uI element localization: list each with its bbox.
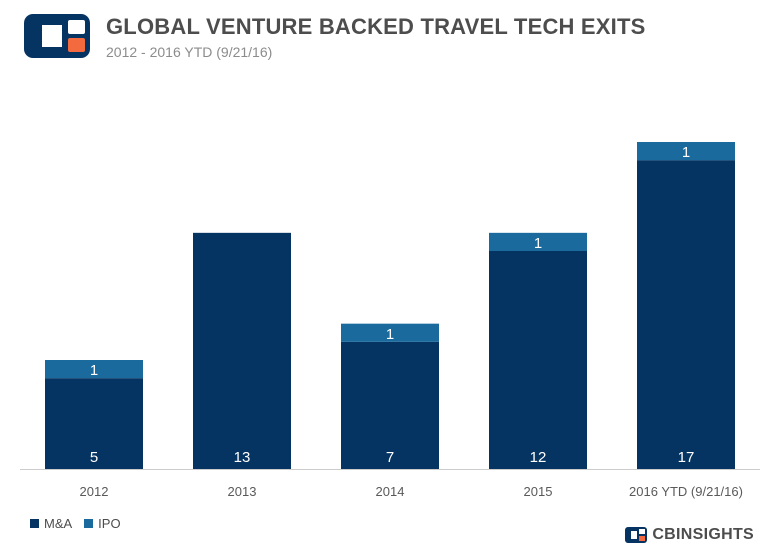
bar-ipo <box>341 323 439 342</box>
bar-value-label: 1 <box>682 144 690 161</box>
bar-ma <box>193 232 291 469</box>
bar-value-label: 12 <box>530 449 547 466</box>
cb-insights-logo-icon <box>24 14 90 58</box>
chart-title: GLOBAL VENTURE BACKED TRAVEL TECH EXITS <box>106 14 646 39</box>
bar-ipo <box>45 360 143 379</box>
chart-legend: M&A IPO <box>30 514 121 532</box>
bar-value-label: 5 <box>90 449 98 466</box>
cb-insights-small-logo-icon <box>625 527 648 543</box>
bar-value-label: 7 <box>386 449 394 466</box>
legend-label-ipo: IPO <box>98 515 121 531</box>
bar-value-label: 17 <box>678 449 695 466</box>
bar-value-label: 13 <box>234 449 251 466</box>
bar-ma <box>341 341 439 469</box>
brand-name: CBINSIGHTS <box>652 526 754 543</box>
chart-header: GLOBAL VENTURE BACKED TRAVEL TECH EXITS … <box>0 0 768 80</box>
bar-value-label: 1 <box>534 235 542 252</box>
brand-mark: CBINSIGHTS <box>625 526 754 544</box>
legend-swatch-ma <box>30 518 39 528</box>
x-axis-tick-label: 2015 <box>524 484 553 499</box>
x-axis-tick-label: 2014 <box>376 484 405 499</box>
bar-value-label: 1 <box>90 362 98 379</box>
legend-item-ma: M&A <box>30 516 72 531</box>
x-axis-tick-label: 2016 YTD (9/21/16) <box>629 484 743 499</box>
legend-item-ipo: IPO <box>84 515 121 531</box>
bar-ma <box>489 251 587 469</box>
bar-ma <box>637 160 735 469</box>
bar-value-label: 1 <box>386 326 394 343</box>
chart-subtitle: 2012 - 2016 YTD (9/21/16) <box>106 44 273 60</box>
legend-label-ma: M&A <box>44 515 73 531</box>
legend-swatch-ipo <box>84 518 94 528</box>
x-axis-tick-label: 2012 <box>80 484 109 499</box>
stacked-bar-chart: 5 1 2012 13 2013 7 1 2014 12 1 2015 17 1 2016 YTD (9/… <box>20 142 760 499</box>
bar-ipo <box>489 232 587 251</box>
bar-ipo <box>637 142 735 161</box>
bar-ma <box>45 378 143 469</box>
x-axis-tick-label: 2013 <box>228 484 257 499</box>
